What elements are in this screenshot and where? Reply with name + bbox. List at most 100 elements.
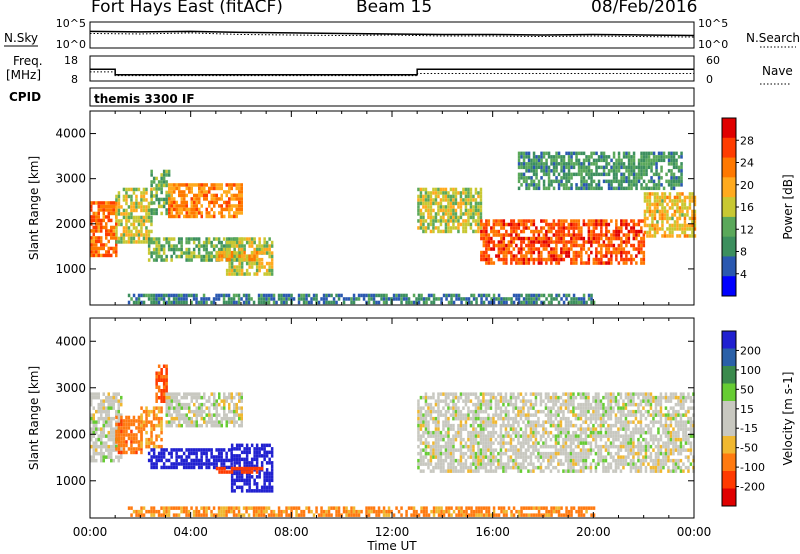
scatter-region: [115, 187, 153, 244]
x-tick-label: 00:00: [677, 525, 712, 539]
scatter-region: [127, 293, 596, 305]
x-tick-label: 16:00: [475, 525, 510, 539]
x-tick-label: 08:00: [274, 525, 309, 539]
colorbar-tick-label: 50: [740, 383, 754, 396]
colorbar-segment: [722, 418, 736, 437]
colorbar-tick-label: 28: [740, 134, 754, 147]
series-freq: [90, 68, 694, 76]
colorbar-label: Velocity [m s-1]: [781, 372, 795, 466]
freq-panel: Freq. [MHz] 18 8 60 0 Nave: [6, 54, 793, 86]
colorbar-tick-label: 20: [740, 179, 754, 192]
scatter-region: [127, 506, 596, 517]
cpid-label: CPID: [9, 90, 41, 104]
colorbar-segment: [722, 137, 736, 159]
series-nsearch: [89, 32, 695, 38]
colorbar-tick-label: 200: [740, 344, 761, 357]
nsearch-label: N.Search: [746, 31, 800, 45]
freq-tick-bottom: 8: [71, 73, 78, 86]
x-tick-label: 20:00: [576, 525, 611, 539]
y-tick-label: 1000: [55, 474, 86, 488]
colorbar-tick-label: 8: [740, 246, 747, 259]
colorbar-segment: [722, 436, 736, 454]
nsearch-tick-top: 10^5: [698, 17, 728, 30]
scatter-region: [517, 151, 683, 191]
x-tick-label: 00:00: [73, 525, 108, 539]
colorbar-segment: [722, 471, 736, 489]
y-tick-label: 1000: [55, 262, 86, 276]
colorbar-tick-label: 16: [740, 201, 754, 214]
y-tick-label: 2000: [55, 217, 86, 231]
colorbar-tick-label: 12: [740, 223, 754, 236]
y-tick-label: 4000: [55, 127, 86, 141]
colorbar-segment: [722, 118, 736, 139]
scatter-region: [215, 466, 264, 474]
colorbar-tick-label: -15: [740, 422, 758, 435]
colorbar-segment: [722, 348, 736, 367]
freq-unit: [MHz]: [6, 68, 41, 82]
beam-title: Beam 15: [356, 0, 433, 17]
colorbar-segment: [722, 276, 736, 297]
scatter-region: [168, 183, 243, 219]
colorbar-segment: [722, 157, 736, 178]
scatter-region: [215, 250, 264, 262]
x-axis-label: Time UT: [366, 539, 417, 553]
cpid-text: themis 3300 IF: [94, 92, 195, 106]
freq-label: Freq.: [13, 54, 43, 68]
colorbar-segment: [722, 197, 736, 218]
scatter-region: [140, 406, 163, 449]
y-tick-label: 3000: [55, 172, 86, 186]
colorbar-tick-label: 100: [740, 364, 761, 377]
x-tick-label: 04:00: [173, 525, 208, 539]
colorbar-label: Power [dB]: [781, 174, 795, 239]
nsky-tick-bottom: 10^0: [56, 38, 86, 51]
nsky-panel: N.Sky 10^5 10^0 10^5 10^0 N.Search: [4, 17, 800, 51]
colorbar-segment: [722, 216, 736, 238]
scatter-region: [417, 187, 483, 234]
colorbar-segment: [722, 453, 736, 472]
colorbar-tick-label: -200: [740, 481, 765, 494]
colorbar-frame: [721, 330, 737, 507]
y-tick-label: 2000: [55, 427, 86, 441]
date-title: 08/Feb/2016: [591, 0, 698, 17]
colorbar-segment: [722, 177, 736, 198]
nave-tick-bottom: 0: [706, 73, 713, 86]
nsky-tick-top: 10^5: [56, 17, 86, 30]
colorbar-segment: [722, 366, 736, 384]
nsky-label: N.Sky: [4, 31, 38, 45]
scatter-region: [417, 392, 695, 473]
colorbar-segment: [722, 236, 736, 257]
y-axis-label: Slant Range [km]: [27, 156, 41, 260]
colorbar-tick-label: -100: [740, 461, 765, 474]
y-tick-label: 3000: [55, 381, 86, 395]
y-axis-label: Slant Range [km]: [27, 366, 41, 470]
colorbar-segment: [722, 488, 736, 507]
scatter-region: [643, 192, 697, 238]
power-panel: 1000 2000 3000 4000 Slant Range [km] 4 8 12 16 2…: [27, 110, 795, 306]
freq-tick-top: 18: [64, 54, 78, 67]
series-nsky: [89, 30, 695, 37]
scatter-region: [165, 392, 243, 428]
colorbar-segment: [722, 331, 736, 349]
colorbar-tick-label: 15: [740, 403, 754, 416]
x-tick-label: 12:00: [375, 525, 410, 539]
colorbar-tick-label: 4: [740, 268, 747, 281]
station-title: Fort Hays East (fitACF): [91, 0, 283, 17]
scatter-region: [90, 201, 118, 258]
cpid-panel: CPID themis 3300 IF: [9, 87, 695, 107]
y-tick-label: 4000: [55, 334, 86, 348]
velocity-panel: 1000 2000 3000 4000 Slant Range [km] 00:00 04:…: [27, 317, 795, 553]
nave-label: Nave: [762, 64, 793, 78]
nsearch-tick-bottom: 10^0: [698, 38, 728, 51]
scatter-region: [90, 392, 123, 463]
scatter-region: [147, 448, 233, 470]
colorbar-segment: [722, 256, 736, 277]
series-nave: [90, 71, 694, 77]
colorbar-segment: [722, 383, 736, 402]
colorbar-tick-label: 24: [740, 157, 754, 170]
scatter-region: [480, 219, 646, 265]
nave-tick-top: 60: [706, 54, 720, 67]
scatter-region: [150, 169, 171, 216]
colorbar-segment: [722, 401, 736, 419]
colorbar-tick-label: -50: [740, 442, 758, 455]
